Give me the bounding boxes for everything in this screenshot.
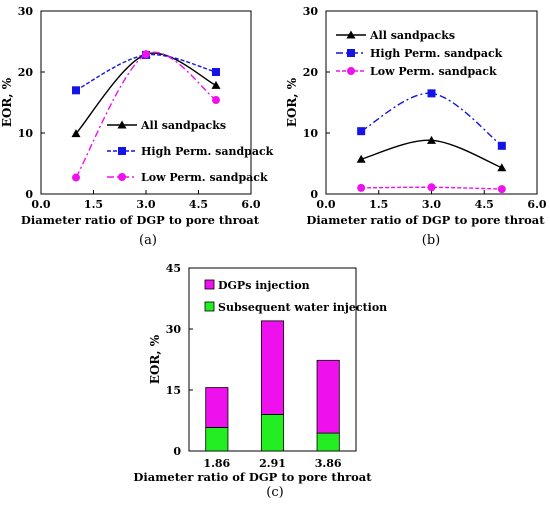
panel-a-legend-entry: All sandpacks (140, 119, 226, 132)
panel-c-bar-segment-0 (260, 413, 285, 452)
chart-panel-a: 0.0 1.5 3.0 4.5 6.0 0 10 20 30 Diameter ratio of … (0, 5, 274, 248)
panel-b-x-tick-label: 6.0 (527, 198, 546, 211)
panel-a-x-axis-label: Diameter ratio of DGP to pore throat (21, 213, 260, 227)
panel-a-x-tick-label: 3.0 (136, 198, 155, 211)
panel-a-y-tick-label: 10 (18, 127, 34, 140)
panel-a-series-line-2 (75, 51, 217, 178)
panel-b-legend-entry: High Perm. sandpack (370, 47, 503, 60)
panel-c-legend-swatch (204, 301, 215, 312)
panel-a-data-point (72, 86, 80, 95)
panel-a-y-axis-label: EOR, % (0, 77, 14, 127)
panel-b-legend-marker (347, 49, 355, 57)
panel-b-y-tick-label: 10 (303, 127, 319, 140)
panel-b-y-axis-label: EOR, % (285, 77, 299, 127)
panel-c-bar-segment-1 (260, 320, 285, 415)
chart-panel-b: 0.0 1.5 3.0 4.5 6.0 0 10 20 30 Diameter ratio of … (285, 5, 547, 248)
panel-b-x-tick-label: 1.5 (369, 198, 388, 211)
panel-b-data-point (497, 141, 506, 150)
panel-b-data-point (357, 183, 366, 192)
panel-a-data-point (212, 96, 220, 105)
panel-a-legend-marker (118, 147, 126, 155)
panel-a-data-point (212, 68, 220, 76)
panel-b-series-line-2 (361, 186, 502, 190)
panel-a-y-tick-label: 0 (25, 188, 33, 201)
panel-c-legend-entry: Subsequent water injection (218, 301, 387, 314)
panel-c-x-tick-label: 3.86 (315, 457, 342, 470)
panel-a-legend-entry: High Perm. sandpack (141, 145, 274, 158)
panel-c-legend-entry: DGPs injection (218, 279, 310, 292)
panel-c-y-tick-label: 15 (166, 384, 181, 397)
panel-c-legend-swatch (204, 279, 215, 290)
panel-c-x-axis-label: Diameter ratio of DGP to pore throat (133, 470, 372, 484)
panel-c-panel-label: (c) (266, 485, 283, 500)
panel-b-x-tick-label: 4.5 (475, 198, 494, 211)
panel-c-bar-segment-1 (316, 359, 340, 434)
panel-b-data-point (427, 183, 436, 192)
panel-b-panel-label: (b) (422, 233, 440, 248)
panel-c-x-tick-label: 2.91 (259, 457, 286, 470)
panel-a-x-tick-label: 0.0 (31, 198, 50, 211)
panel-b-series-line-0 (360, 139, 503, 169)
panel-c-y-tick-label: 30 (166, 323, 182, 336)
panel-b-data-point (497, 163, 507, 172)
panel-a-series-line-1 (75, 53, 217, 91)
panel-a-x-tick-label: 1.5 (84, 198, 103, 211)
panel-c-bar-segment-0 (205, 427, 229, 452)
panel-a-data-point (211, 80, 221, 89)
panel-c-bar-segment-1 (205, 387, 229, 428)
panel-b-y-tick-label: 30 (303, 5, 319, 18)
panel-a-data-point (142, 50, 150, 59)
panel-b-x-tick-label: 0.0 (316, 198, 335, 211)
panel-a-y-tick-label: 30 (18, 5, 34, 18)
panel-b-legend-marker (346, 30, 356, 39)
panel-a-legend-marker (118, 173, 126, 181)
panel-b-data-point (427, 135, 436, 144)
panel-a-legend-entry: Low Perm. sandpack (141, 171, 268, 184)
panel-a-x-tick-label: 6.0 (241, 198, 260, 211)
panel-a-data-point (72, 173, 80, 182)
panel-b-y-tick-label: 0 (310, 188, 318, 201)
panel-b-data-point (427, 89, 436, 98)
panel-b-y-tick-label: 20 (303, 66, 319, 79)
panel-a-x-tick-label: 4.5 (189, 198, 208, 211)
panel-c-x-tick-label: 1.86 (203, 457, 230, 470)
panel-b-data-point (357, 127, 366, 136)
panel-b-legend-marker (347, 67, 355, 75)
panel-b-legend-entry: Low Perm. sandpack (370, 65, 497, 78)
panel-a-plot-frame (40, 10, 252, 195)
panel-a-panel-label: (a) (139, 233, 157, 248)
panel-c-y-tick-label: 0 (173, 445, 181, 458)
panel-b-data-point (356, 154, 366, 163)
panel-b-x-tick-label: 3.0 (422, 198, 441, 211)
panel-a-data-point (71, 129, 81, 138)
panel-b-legend-entry: All sandpacks (369, 29, 455, 42)
panel-b-x-axis-label: Diameter ratio of DGP to pore throat (306, 213, 545, 227)
panel-c-bar-segment-0 (316, 432, 340, 452)
panel-b-data-point (497, 185, 506, 194)
panel-a-y-tick-label: 20 (18, 66, 34, 79)
panel-c-y-axis-label: EOR, % (148, 334, 162, 384)
panel-a-legend-marker (117, 120, 127, 129)
panel-c-y-tick-label: 45 (166, 262, 181, 275)
